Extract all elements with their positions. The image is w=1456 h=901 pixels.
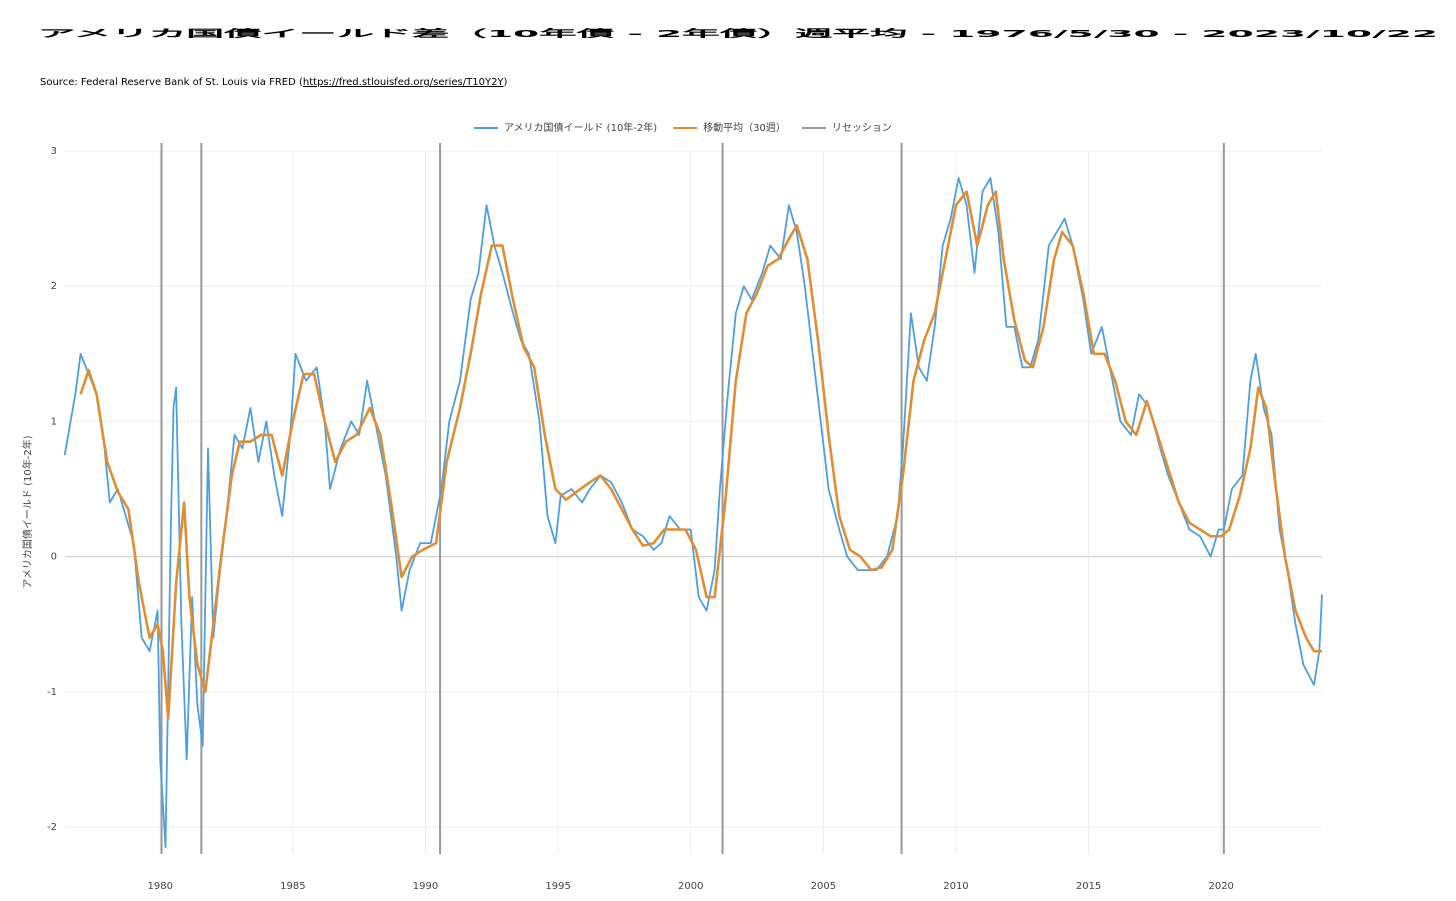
x-tick-label: 2005 [811,881,836,892]
series-line [79,190,1322,721]
x-tick-label: 1980 [147,881,172,892]
y-tick-label: -2 [47,822,57,833]
legend-label: リセッション [832,122,892,134]
y-tick-label: 0 [51,552,57,563]
y-tick-label: 1 [51,416,57,427]
source-suffix: ) [504,77,508,88]
series-line [63,177,1323,849]
source-prefix: Source: Federal Reserve Bank of St. Loui… [40,77,303,88]
x-tick-label: 2020 [1208,881,1233,892]
x-tick-label: 2000 [678,881,703,892]
y-tick-label: 2 [51,281,57,292]
source: Source: Federal Reserve Bank of St. Loui… [40,77,508,88]
x-tick-label: 1985 [280,881,305,892]
x-tick-label: 1990 [413,881,438,892]
x-tick-label: 2010 [943,881,968,892]
source-link[interactable]: https://fred.stlouisfed.org/series/T10Y2… [303,77,505,88]
legend-label: アメリカ国債イールド (10年-2年) [504,121,657,134]
x-tick-label: 1995 [545,881,570,892]
y-axis-label: アメリカ国債イールド (10年-2年) [21,435,34,588]
chart-title: アメリカ国債イールド差（10年債 - 2年債）週平均 - 1976/5/30 -… [38,27,1438,40]
y-tick-label: -1 [47,687,57,698]
legend-label: 移動平均（30週） [703,121,786,134]
x-tick-label: 2015 [1076,881,1101,892]
y-tick-label: 3 [51,146,57,157]
